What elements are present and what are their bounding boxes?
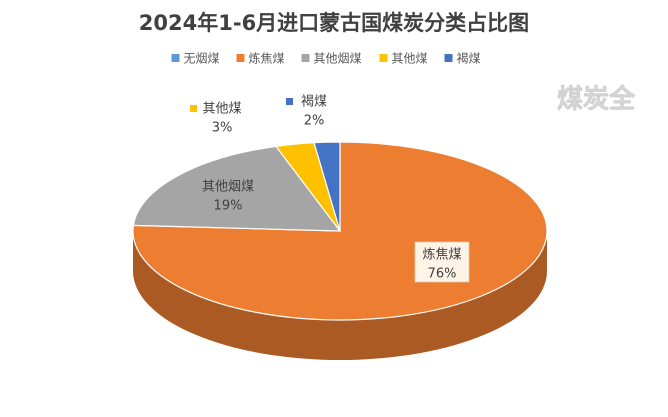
legend-swatch [236, 54, 245, 62]
legend-label: 炼焦煤 [249, 51, 285, 66]
data-label-name: 炼焦煤 [422, 248, 461, 263]
label-swatch [286, 98, 293, 105]
data-label-name: 其他烟煤 [202, 180, 254, 195]
legend-swatch [171, 54, 180, 62]
chart-title: 2024年1-6月进口蒙古国煤炭分类占比图 [139, 11, 529, 35]
pie-slice [313, 141, 341, 232]
pie-slice [132, 145, 342, 232]
data-label-value: 76% [428, 267, 457, 282]
data-label-value: 2% [304, 114, 325, 129]
data-label-name: 褐煤 [301, 95, 327, 110]
label-swatch [190, 105, 197, 112]
legend-swatch [301, 54, 310, 62]
data-label-value: 3% [212, 121, 233, 136]
legend-label: 其他烟煤 [314, 52, 362, 66]
legend-label: 其他煤 [392, 52, 428, 66]
legend-swatch [444, 54, 453, 62]
watermark: 煤炭全 [557, 84, 636, 115]
legend-swatch [379, 54, 388, 62]
data-label-value: 19% [214, 199, 243, 214]
label-box [414, 241, 470, 283]
pie-side [133, 231, 547, 360]
legend-label: 褐煤 [457, 51, 481, 66]
legend-label: 无烟煤 [184, 52, 220, 66]
data-label-name: 其他煤 [202, 102, 241, 117]
